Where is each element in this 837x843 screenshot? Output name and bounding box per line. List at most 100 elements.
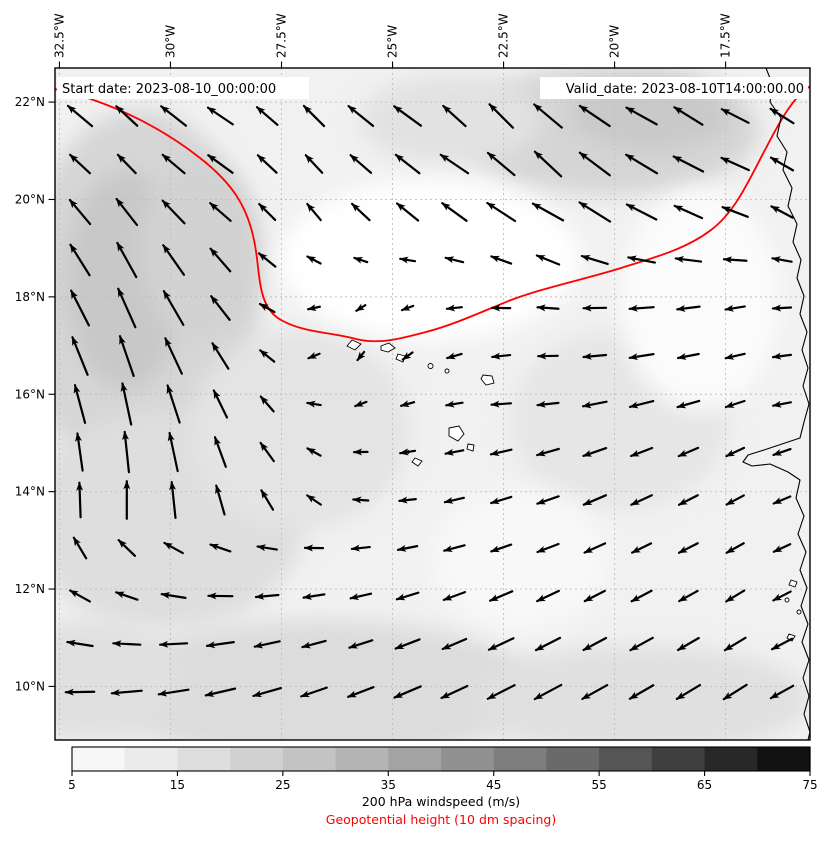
colorbar-segment <box>388 747 442 771</box>
island-outline <box>346 339 362 351</box>
colorbar-segment <box>546 747 600 771</box>
wind-arrow <box>771 256 793 264</box>
island-outline <box>466 443 475 452</box>
wind-arrow <box>676 636 700 652</box>
wind-arrow <box>161 199 186 225</box>
wind-arrow <box>160 105 188 127</box>
wind-arrow <box>75 432 84 472</box>
wind-arrow <box>721 206 749 218</box>
wind-arrow <box>306 202 322 222</box>
wind-arrow <box>348 639 374 649</box>
wind-arrow <box>302 104 326 128</box>
wind-arrow <box>677 542 699 554</box>
shading-blob <box>100 620 540 740</box>
wind-arrow <box>581 400 608 409</box>
wind-arrow <box>531 202 565 222</box>
wind-arrow <box>582 352 608 360</box>
wind-arrow <box>490 255 513 265</box>
wind-arrow <box>536 304 560 312</box>
wind-arrow <box>582 636 608 652</box>
wind-arrow <box>578 201 612 223</box>
wind-arrow <box>772 590 792 602</box>
wind-arrow <box>581 683 609 701</box>
wind-arrow <box>630 494 653 506</box>
wind-arrow <box>488 103 514 129</box>
wind-arrow <box>770 637 794 651</box>
wind-arrow <box>536 589 560 603</box>
wind-arrow <box>204 687 237 697</box>
wind-arrow <box>66 104 94 128</box>
wind-arrow <box>115 591 139 601</box>
shading-blob <box>280 180 580 340</box>
wind-arrow <box>677 494 699 506</box>
wind-arrow <box>445 304 463 312</box>
shading-blob <box>470 645 810 740</box>
wind-arrow <box>443 544 466 553</box>
colorbar-tick-label: 35 <box>381 778 396 792</box>
wind-arrow <box>116 241 138 279</box>
wind-arrow <box>209 247 232 273</box>
wind-arrow <box>213 436 227 468</box>
wind-arrow <box>254 592 280 600</box>
colorbar-segment <box>651 747 706 771</box>
wind-arrow <box>578 104 611 128</box>
wind-arrow <box>302 592 326 600</box>
wind-arrow <box>534 636 562 652</box>
wind-arrow <box>771 352 793 360</box>
longitude-tick-label: 27.5°W <box>275 13 289 58</box>
wind-arrow <box>211 342 230 370</box>
wind-arrow <box>441 202 468 222</box>
wind-arrow <box>205 641 235 649</box>
wind-arrow <box>115 197 139 227</box>
wind-arrow <box>307 352 321 360</box>
colorbar-segment <box>72 747 126 771</box>
wind-arrow <box>678 589 699 603</box>
wind-arrow <box>161 153 186 175</box>
wind-arrow <box>490 400 513 408</box>
island-outline <box>480 374 495 386</box>
wind-arrow <box>628 353 655 361</box>
wind-arrow <box>400 400 416 408</box>
wind-arrow <box>720 108 750 124</box>
wind-arrow <box>673 204 704 220</box>
west-africa-coastline <box>742 68 810 740</box>
wind-arrow <box>536 542 560 554</box>
wind-arrow <box>398 496 417 504</box>
wind-arrow <box>166 384 181 424</box>
wind-arrow <box>306 255 322 265</box>
shading-blob <box>430 490 610 630</box>
wind-arrow <box>307 304 321 312</box>
island-outline <box>411 457 423 467</box>
wind-arrow <box>583 589 606 603</box>
wind-arrow <box>258 202 277 222</box>
wind-arrow <box>769 156 795 172</box>
wind-arrow <box>76 481 84 519</box>
wind-arrow <box>394 638 421 650</box>
island-outline <box>786 633 796 642</box>
wind-arrow <box>306 447 322 457</box>
wind-arrow <box>167 431 179 473</box>
colorbar-segment <box>177 747 231 771</box>
map-frame <box>54 67 811 741</box>
wind-arrow <box>536 400 560 408</box>
longitude-tick-label: 32.5°W <box>52 13 66 58</box>
wind-arrow <box>210 295 231 321</box>
start-date-title-bg <box>57 77 309 99</box>
colorbar-label: 200 hPa windspeed (m/s) <box>362 794 520 809</box>
wind-arrow <box>259 441 275 463</box>
wind-arrow <box>625 153 659 175</box>
wind-arrow <box>630 589 653 603</box>
wind-arrow <box>73 384 87 424</box>
island-outline <box>380 342 396 353</box>
shading-blob <box>190 330 410 530</box>
wind-arrow <box>722 683 748 701</box>
wind-arrow <box>120 382 133 426</box>
latitude-tick-label: 16°N <box>15 387 45 401</box>
wind-arrow <box>535 254 561 266</box>
wind-arrow <box>772 447 792 457</box>
colorbar-segment <box>441 747 495 771</box>
wind-arrow <box>396 544 419 552</box>
island-outline <box>784 597 790 603</box>
wind-arrow <box>724 399 746 409</box>
wind-arrow <box>442 591 467 601</box>
